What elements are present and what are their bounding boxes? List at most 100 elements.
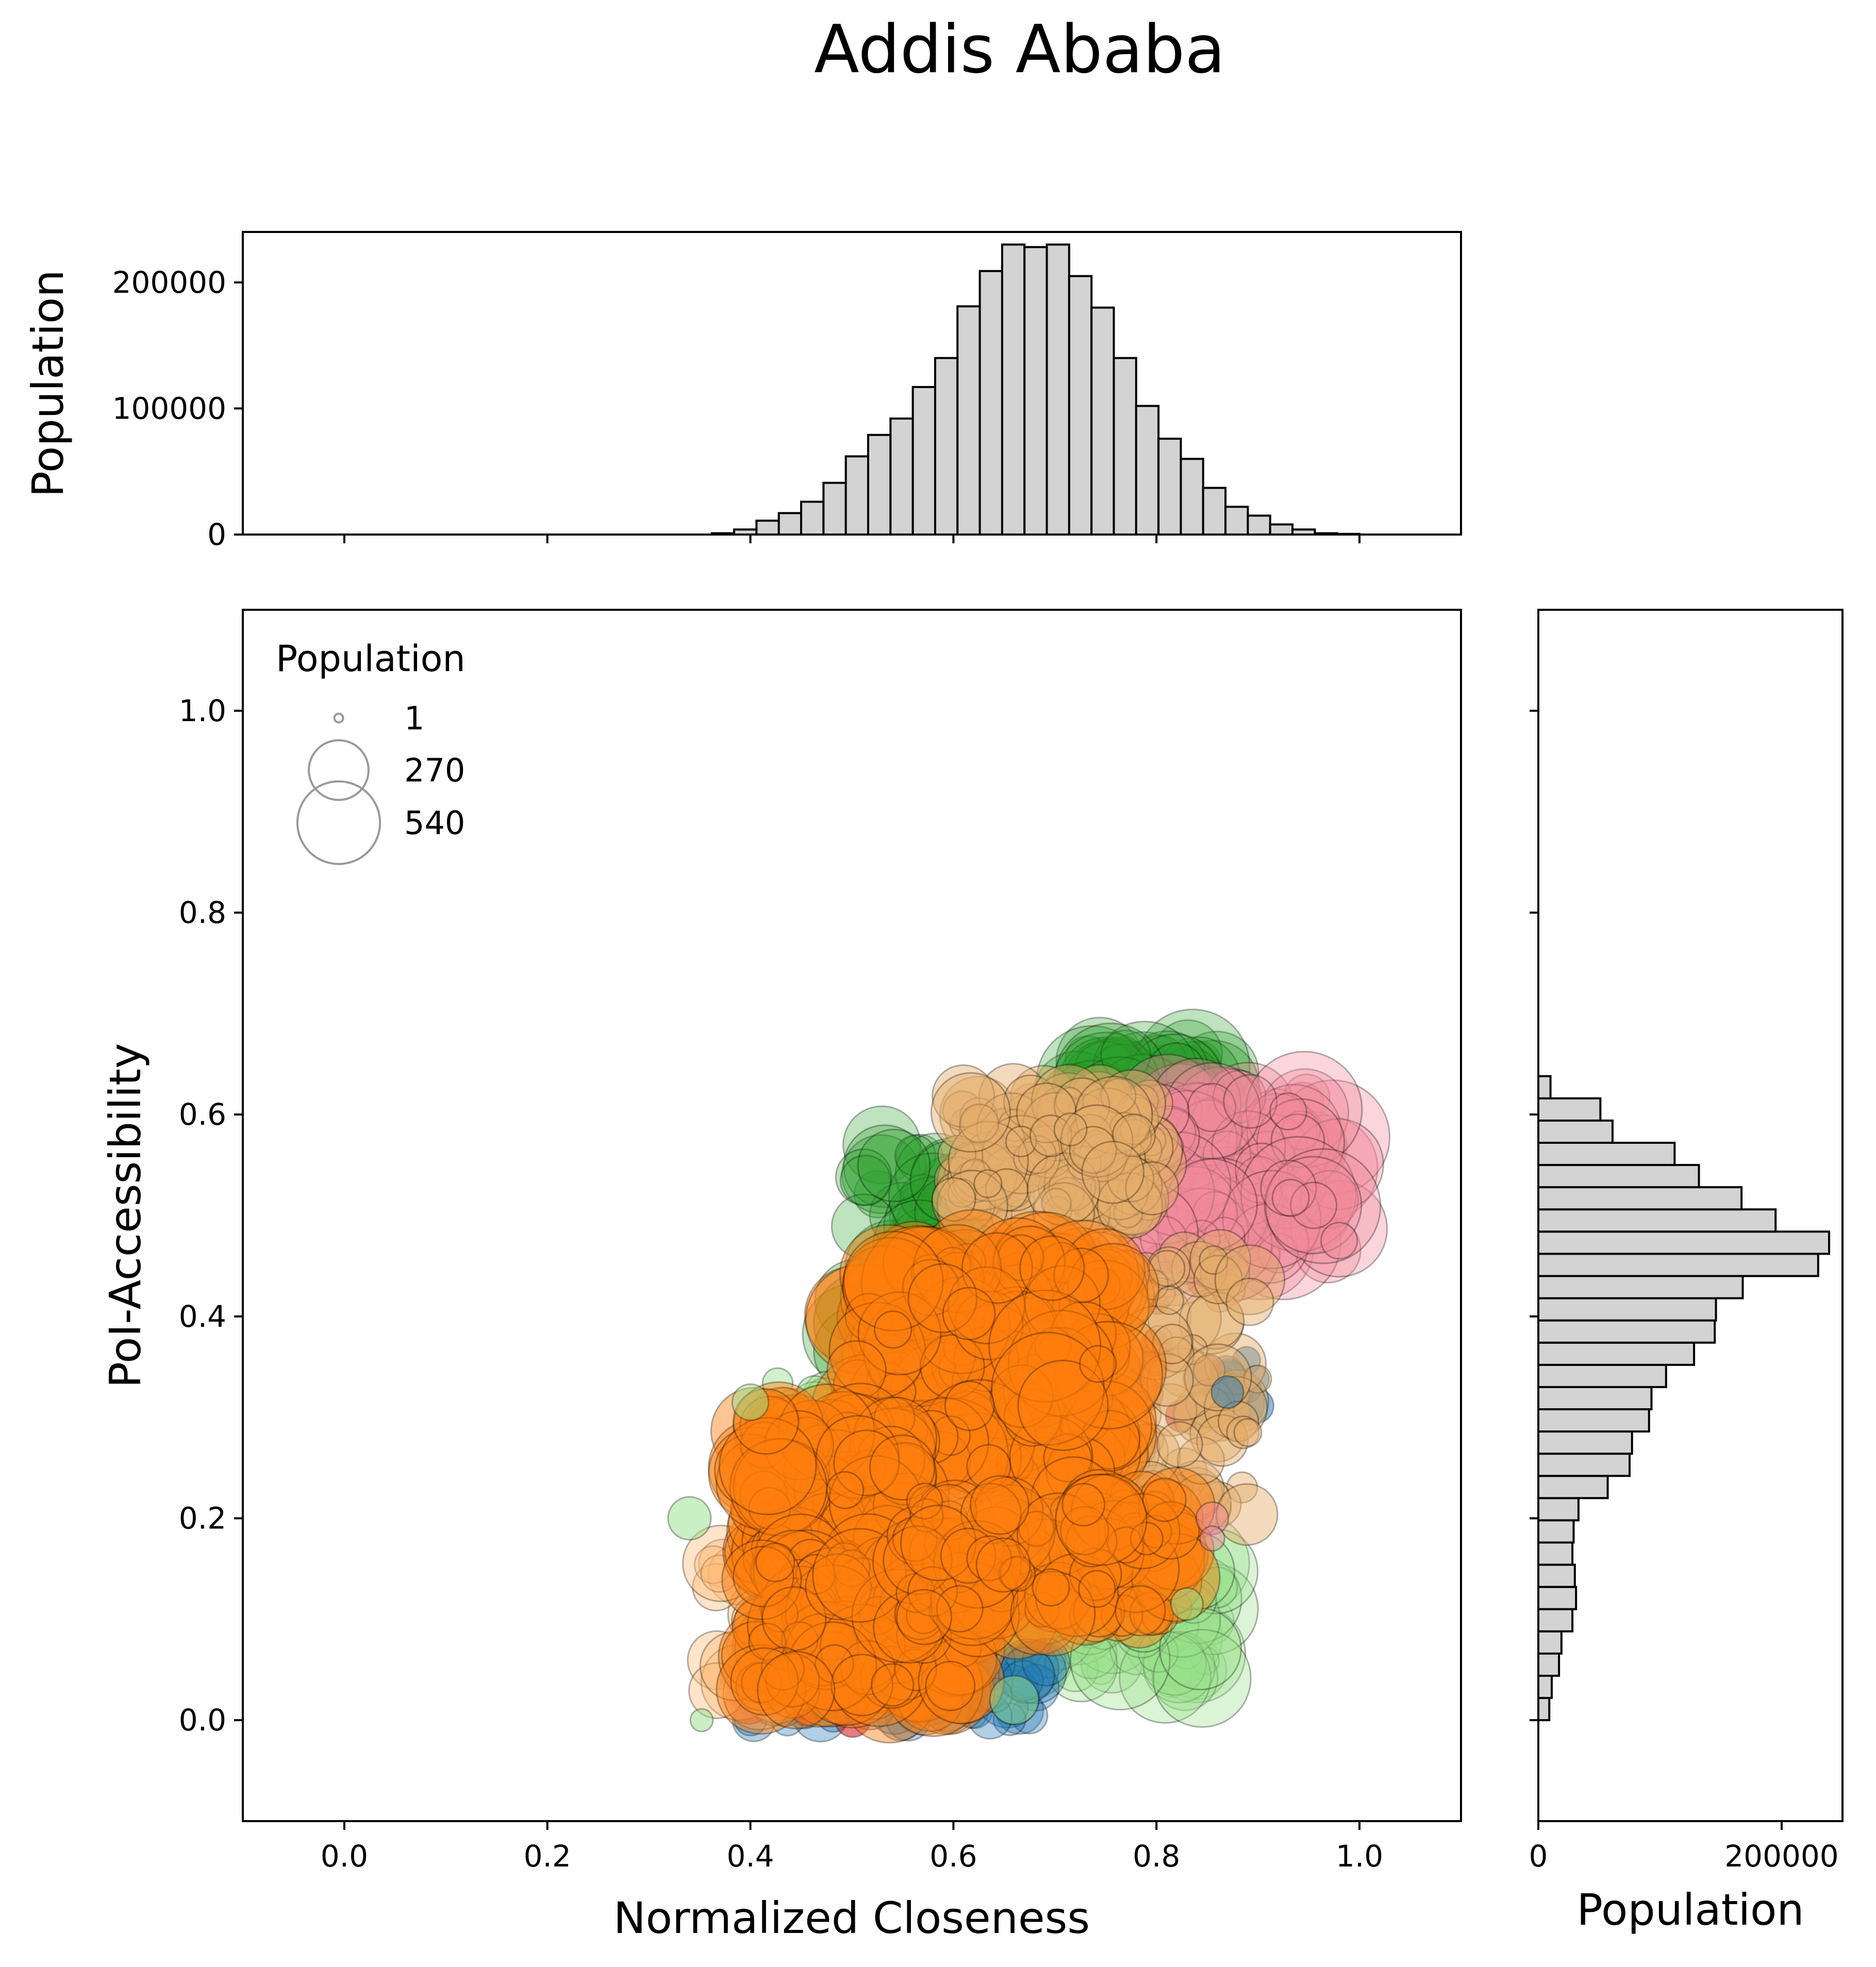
scatter-point [1112,1040,1172,1101]
scatter-point [963,1182,1002,1221]
right-histogram-bar [1537,1075,1552,1099]
scatter-point [985,1522,1020,1557]
scatter-point [868,1580,912,1625]
scatter-point [999,1417,1061,1479]
scatter-point [844,1293,893,1342]
scatter-point [1051,1607,1104,1660]
scatter-point [765,1663,820,1719]
scatter-point [949,1572,1003,1626]
scatter-point [981,1114,1061,1194]
scatter-point [1260,1159,1317,1216]
scatter-point [729,1438,828,1537]
scatter-point [842,1237,941,1336]
right-histogram-bar [1537,1586,1578,1610]
scatter-point [1137,1631,1179,1673]
scatter-point [1001,1245,1116,1360]
scatter-point [1188,1153,1251,1216]
scatter-point [1067,1064,1133,1130]
scatter-point [1084,1080,1125,1120]
scatter-point [953,1270,1004,1321]
scatter-point [1192,1191,1238,1238]
scatter-point [1211,1110,1286,1186]
scatter-point [870,1516,911,1557]
scatter-point [888,1152,977,1241]
scatter-point [974,1524,1065,1615]
scatter-point [1045,1060,1140,1155]
scatter-point [892,1253,992,1353]
scatter-point [1292,1118,1384,1210]
y-tick-label: 0.0 [179,1703,226,1738]
scatter-point [1125,1079,1174,1127]
scatter-point [1105,1158,1163,1215]
scatter-point [989,1266,1073,1351]
scatter-point [823,1416,874,1467]
scatter-point [930,1561,1015,1646]
scatter-point [777,1418,832,1472]
scatter-point [1127,1055,1209,1137]
scatter-point [805,1264,916,1375]
scatter-point [1320,1222,1358,1260]
scatter-point [879,1580,923,1624]
scatter-ticks: 0.0 0.2 0.4 0.6 0.8 1.0 0.0 0.2 0.4 0.6 0.8 1.0 [179,693,1383,1874]
top-histogram-bar [800,501,825,536]
scatter-point [1097,1172,1164,1239]
scatter-point [1191,1097,1231,1136]
scatter-point [1260,1115,1315,1170]
scatter-point [869,1531,923,1585]
scatter-point [765,1637,815,1687]
scatter-point [882,1566,973,1657]
scatter-point [937,1338,984,1385]
scatter-point [1024,1247,1106,1329]
scatter-point [814,1258,899,1343]
scatter-point [1009,1415,1094,1500]
scatter-point [1119,1631,1211,1724]
top-histogram-bar [1001,243,1026,536]
scatter-point [1069,1588,1156,1674]
scatter-point [1113,1198,1143,1228]
scatter-point [1022,1092,1092,1162]
scatter-point [909,1223,982,1295]
scatter-point [770,1664,810,1705]
scatter-point [885,1409,928,1453]
scatter-point [860,1498,902,1540]
scatter-point [1057,1607,1090,1640]
scatter-point [734,1597,837,1700]
scatter-point [1299,1123,1347,1172]
scatter-point [1115,1086,1145,1116]
scatter-point [792,1505,854,1566]
size-legend: Population 1 270 540 [276,638,466,865]
scatter-point [739,1648,815,1724]
scatter-point [1052,1645,1099,1693]
scatter-point [922,1392,965,1435]
scatter-point [910,1229,1021,1339]
scatter-point [851,1361,921,1431]
scatter-point [759,1529,854,1624]
scatter-point [895,1397,1009,1511]
scatter-point [894,1132,978,1215]
scatter-point [1129,1591,1174,1636]
top-histogram-ylabel: Population [23,270,73,497]
scatter-point [1050,1301,1117,1368]
scatter-point [819,1573,877,1631]
scatter-point [842,1105,922,1185]
scatter-point [857,1291,942,1376]
scatter-point [994,1354,1032,1392]
scatter-point [1026,1152,1101,1226]
scatter-point [1029,1114,1072,1158]
scatter-point [1142,1630,1216,1704]
scatter-point [1079,1345,1117,1383]
scatter-point [1185,1208,1247,1270]
scatter-point [995,1521,1055,1580]
scatter-point [1118,1593,1173,1648]
top-histogram-bar [956,305,981,536]
scatter-point [808,1411,841,1444]
scatter-point [938,1347,983,1391]
scatter-point [788,1492,868,1572]
scatter-point [924,1543,992,1612]
scatter-point [1276,1111,1348,1182]
scatter-point [1275,1079,1391,1195]
scatter-point [796,1424,841,1469]
scatter-point [1049,1494,1086,1530]
scatter-point [938,1523,1007,1592]
scatter-point [842,1507,897,1561]
